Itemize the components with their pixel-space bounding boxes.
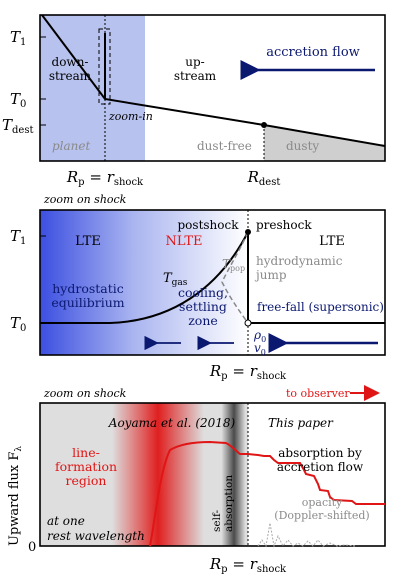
y-tick-zero: 0 <box>28 540 36 555</box>
panel-upward-flux: zoom on shock to observer Aoyama et al. … <box>7 385 386 575</box>
y-tick-Tdest: Tdest <box>2 116 34 136</box>
downstream-label-line2: stream <box>49 69 92 83</box>
v0-label: v0 <box>254 341 266 357</box>
y-tick-T0: T0 <box>10 90 26 110</box>
x-label-rp-rshock-3: Rp = rshock <box>209 555 287 575</box>
zoom-in-label: zoom-in <box>108 110 153 123</box>
panel-temperature-profile: T1 T0 Tdest down- stream up- stream accr… <box>2 14 386 188</box>
planet-label: planet <box>52 139 91 153</box>
self-absorption-label-2: absorption <box>223 475 235 532</box>
postshock-label: postshock <box>178 218 240 232</box>
self-absorption-band <box>222 403 246 546</box>
dust-free-label: dust-free <box>197 139 252 153</box>
self-absorption-label-1: self- <box>211 510 223 532</box>
panel2-frame <box>39 209 386 356</box>
line-formation-label-1: line- <box>72 445 100 460</box>
downstream-label-line1: down- <box>52 55 89 69</box>
to-observer-label: to observer <box>286 387 350 400</box>
aoyama-label: Aoyama et al. (2018) <box>108 416 236 430</box>
line-formation-label-3: region <box>66 473 107 488</box>
hydrostatic-label-line2: equilibrium <box>51 295 124 310</box>
dusty-region <box>264 125 385 161</box>
y-tick-T1-zoom: T1 <box>10 227 26 247</box>
zoom-in-box <box>98 28 111 105</box>
rest-wavelength-label-1: at one <box>47 514 85 528</box>
tpop-curve <box>221 231 249 324</box>
line-formation-label-2: formation <box>55 459 117 474</box>
tpop-label: Tpop <box>222 257 245 273</box>
accretion-flow-label: accretion flow <box>266 45 360 60</box>
opacity-label-2: (Doppler-shifted) <box>274 509 369 522</box>
panel1-frame <box>39 14 386 162</box>
tgas-curve <box>40 231 249 324</box>
x-label-rdest: Rdest <box>247 168 281 188</box>
line-formation-glow <box>112 403 204 546</box>
postshock-peak-point <box>245 229 251 235</box>
preshock-point <box>244 319 252 327</box>
panel3-frame <box>39 402 386 547</box>
lte-left-label: LTE <box>75 234 101 249</box>
x-label-rp-rshock-2: Rp = rshock <box>209 362 287 382</box>
y-tick-T1: T1 <box>10 28 26 48</box>
freefall-label: free-fall (supersonic) <box>257 300 384 314</box>
x-label-rp-rshock: Rp = rshock <box>66 168 144 188</box>
postshock-gradient-region <box>40 210 248 355</box>
dusty-label: dusty <box>286 139 319 153</box>
upstream-label-line2: stream <box>174 69 217 83</box>
temperature-profile-curve <box>41 14 386 147</box>
y-tick-T0-zoom: T0 <box>10 314 26 334</box>
cooling-label-line2: settling <box>179 299 227 314</box>
hydrostatic-label-line1: hydrostatic <box>52 281 124 296</box>
tgas-label: Tgas <box>163 271 188 288</box>
y-axis-label-flux: Upward flux Fλ <box>7 446 24 546</box>
planet-region <box>40 15 145 161</box>
upstream-label-line1: up- <box>185 55 204 69</box>
hydro-jump-label-line1: hydrodynamic <box>256 254 343 268</box>
opacity-profile <box>257 522 356 548</box>
preshock-label: preshock <box>256 218 312 232</box>
absorption-label-1: absorption by <box>278 446 362 460</box>
panel-shock-zoom: zoom on shock T1 T0 LTE NLTE postshock p… <box>10 193 386 382</box>
opacity-label-1: opacity <box>302 496 343 509</box>
this-paper-label: This paper <box>268 416 334 430</box>
nlte-label: NLTE <box>165 234 202 249</box>
absorption-label-2: accretion flow <box>277 460 364 474</box>
lte-right-label: LTE <box>319 234 345 249</box>
cooling-label-line3: zone <box>188 313 218 328</box>
rho0-label: ρ0 <box>253 328 266 344</box>
hydro-jump-label-line2: jump <box>254 268 287 282</box>
panel3-title: zoom on shock <box>43 387 127 400</box>
panel2-title: zoom on shock <box>43 193 127 206</box>
rest-wavelength-label-2: rest wavelength <box>47 529 145 543</box>
upward-flux-curve <box>149 440 385 547</box>
cooling-label-line1: cooling, <box>178 285 228 300</box>
